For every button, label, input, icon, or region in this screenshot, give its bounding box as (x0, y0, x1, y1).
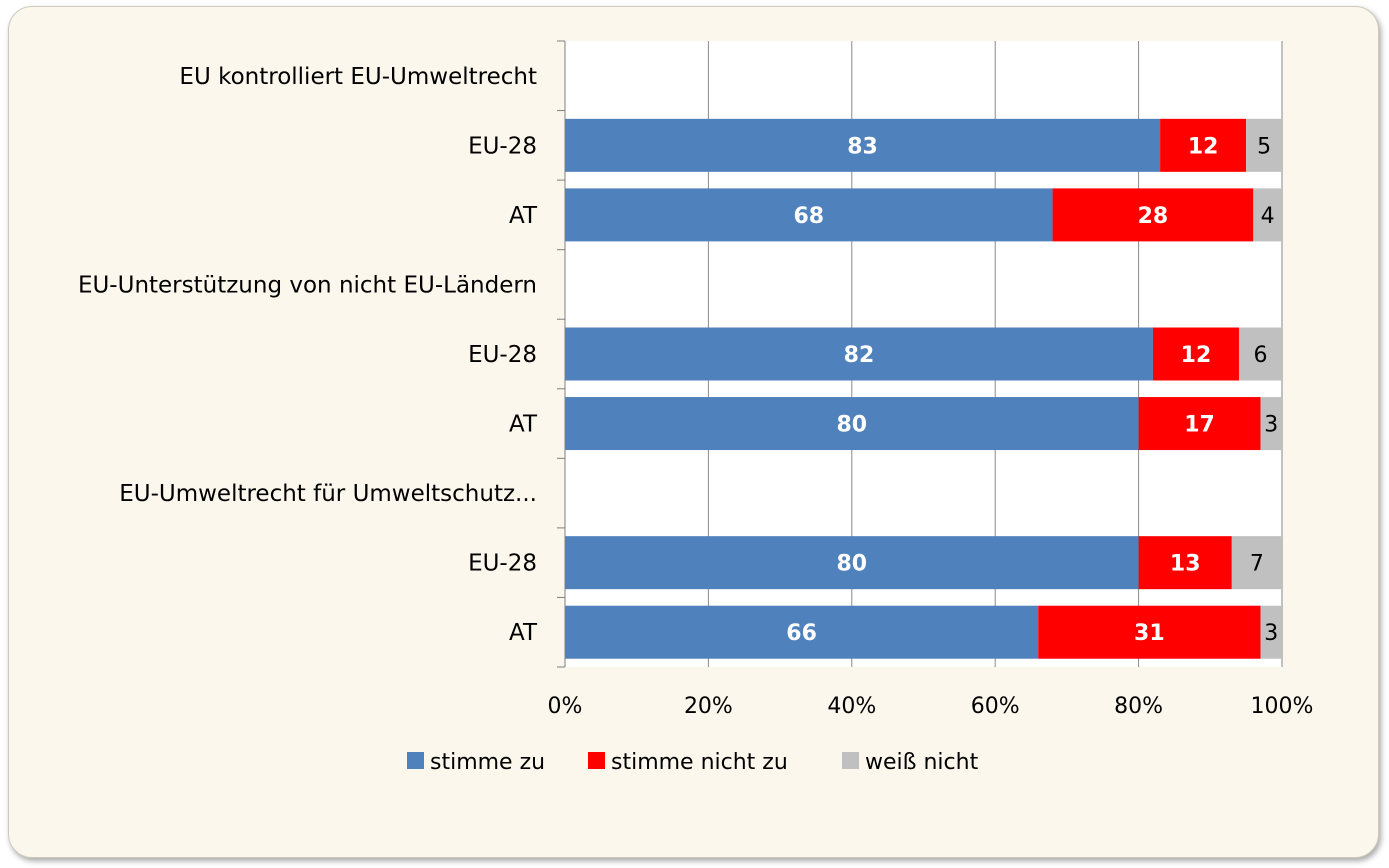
x-tick-label: 80% (1114, 694, 1163, 719)
bar-segment (1253, 188, 1282, 242)
bar-segment (1138, 536, 1232, 590)
category-label: AT (509, 412, 538, 438)
legend-label: stimme zu (430, 750, 545, 775)
data-label: 3 (1264, 413, 1278, 438)
bar-segment (1260, 605, 1282, 659)
x-tick-labels: 0% 20% 40% 60% 80% 100% (548, 694, 1314, 719)
data-label: 5 (1257, 134, 1271, 159)
legend-swatch (842, 752, 859, 769)
data-label: 4 (1261, 204, 1275, 229)
x-tick-label: 60% (971, 694, 1020, 719)
data-label: 12 (1181, 343, 1212, 368)
category-labels: EU kontrolliert EU-Umweltrecht EU-28 AT EU-… (78, 64, 538, 646)
legend-label: weiß nicht (865, 750, 979, 775)
x-tick-label: 20% (684, 694, 733, 719)
data-label: 7 (1250, 552, 1264, 577)
data-label: 82 (844, 343, 875, 368)
data-label: 66 (786, 621, 817, 646)
x-tick-label: 0% (548, 694, 583, 719)
bar-segment (1238, 327, 1282, 381)
data-label: 31 (1134, 621, 1165, 646)
data-label: 13 (1170, 552, 1201, 577)
bar-segment (1231, 536, 1282, 590)
category-label: EU-Umweltrecht für Umweltschutz... (119, 481, 537, 507)
bar-segment (1260, 397, 1282, 451)
bar-segment (565, 327, 1153, 381)
bar-segment (1138, 397, 1261, 451)
bar-segment (1152, 327, 1239, 381)
category-label: AT (509, 620, 538, 646)
x-tick-label: 100% (1251, 694, 1314, 719)
category-label: EU-Unterstützung von nicht EU-Ländern (78, 272, 537, 298)
data-label: 28 (1138, 204, 1169, 229)
category-label: EU-28 (468, 342, 537, 368)
bar-segment (1246, 118, 1282, 172)
bar-segment (565, 397, 1139, 451)
category-label: AT (509, 203, 538, 229)
bar-segment (565, 536, 1139, 590)
axes (557, 40, 566, 668)
bar-segment (565, 605, 1039, 659)
category-label: EU-28 (468, 551, 537, 577)
data-label: 17 (1184, 413, 1215, 438)
data-label: 80 (836, 413, 867, 438)
category-label: EU-28 (468, 133, 537, 159)
data-label: 83 (847, 134, 878, 159)
category-label: EU kontrolliert EU-Umweltrecht (179, 64, 537, 90)
bar-segment (565, 188, 1053, 242)
data-label: 12 (1188, 134, 1219, 159)
data-label: 6 (1253, 343, 1267, 368)
data-label: 80 (836, 552, 867, 577)
data-label: 68 (793, 204, 824, 229)
legend-swatch (588, 752, 605, 769)
bar-segment (565, 118, 1161, 172)
bar-segment (1038, 605, 1261, 659)
legend: stimme zu stimme nicht zu weiß nicht (407, 750, 979, 775)
legend-label: stimme nicht zu (611, 750, 788, 775)
legend-swatch (407, 752, 424, 769)
bars: 83 12 5 68 28 4 82 12 6 80 17 3 80 13 7 66 31 3 (565, 118, 1282, 659)
bar-segment (1160, 118, 1247, 172)
x-tick-label: 40% (827, 694, 876, 719)
data-label: 3 (1264, 621, 1278, 646)
bar-segment (1052, 188, 1254, 242)
